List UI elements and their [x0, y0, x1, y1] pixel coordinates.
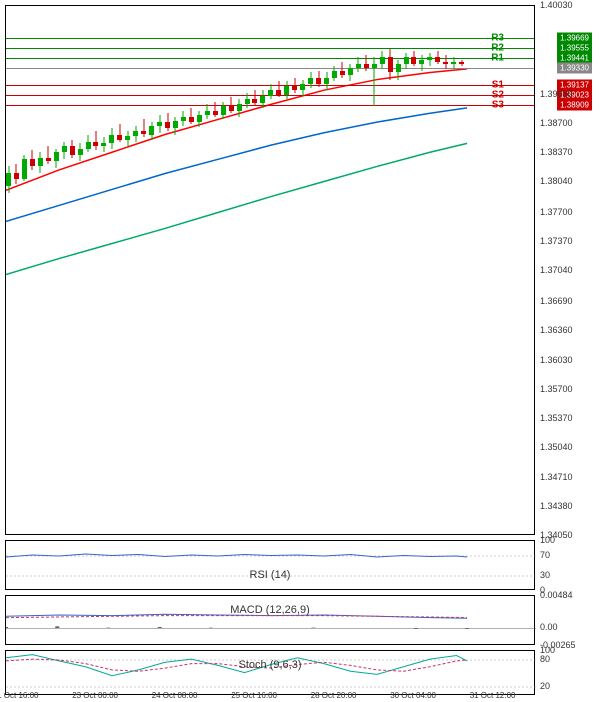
rsi-svg — [6, 541, 536, 591]
rsi-label: RSI (14) — [250, 569, 291, 581]
stoch-svg — [6, 651, 536, 696]
sr-line-pivot — [6, 68, 534, 69]
y-tick: 100 — [540, 645, 555, 655]
y-tick: 1.38700 — [540, 118, 573, 128]
y-tick: 1.37040 — [540, 265, 573, 275]
y-tick: 1.40030 — [540, 0, 573, 10]
y-tick: 1.36030 — [540, 355, 573, 365]
y-tick: 1.35040 — [540, 442, 573, 452]
macd-label: MACD (12,26,9) — [230, 604, 309, 616]
x-tick: 30 Oct 04:00 — [390, 691, 436, 700]
y-tick: 1.34380 — [540, 501, 573, 511]
stoch-label: Stoch (9,6,3) — [239, 659, 302, 671]
y-tick: 80 — [540, 654, 550, 664]
main-y-axis: 1.340501.343801.347101.350401.353701.357… — [537, 5, 597, 535]
x-tick: 25 Oct 16:00 — [231, 691, 277, 700]
y-tick: 1.38040 — [540, 176, 573, 186]
y-tick: 0.00 — [540, 622, 558, 632]
y-tick: 1.34710 — [540, 472, 573, 482]
x-tick: 21 Oct 16:00 — [0, 691, 39, 700]
sr-line-R2 — [6, 48, 534, 49]
y-tick: 1.36690 — [540, 296, 573, 306]
x-tick: 31 Oct 12:00 — [470, 691, 516, 700]
y-tick: 70 — [540, 550, 550, 560]
x-tick: 28 Oct 20:00 — [311, 691, 357, 700]
y-tick: 1.38370 — [540, 147, 573, 157]
y-tick: 20 — [540, 681, 550, 691]
main-price-chart[interactable]: R31.39669R21.39555R11.394411.39330S11.39… — [5, 5, 535, 535]
sr-line-R1 — [6, 58, 534, 59]
sr-line-S3 — [6, 105, 534, 106]
sr-text: S3 — [492, 100, 504, 111]
y-tick: 1.37700 — [540, 207, 573, 217]
stoch-chart[interactable]: Stoch (9,6,3) — [5, 650, 535, 695]
rsi-y-axis: 03070100 — [537, 540, 597, 590]
macd-chart[interactable]: MACD (12,26,9) — [5, 595, 535, 645]
y-tick: 30 — [540, 570, 550, 580]
rsi-chart[interactable]: RSI (14) — [5, 540, 535, 590]
y-tick: 1.39030 — [540, 89, 573, 99]
y-tick: 1.35700 — [540, 384, 573, 394]
sr-text: R1 — [491, 53, 504, 64]
y-tick: 1.35370 — [540, 413, 573, 423]
y-tick: 1.37370 — [540, 236, 573, 246]
macd-y-axis: -0.002650.000.00484 — [537, 595, 597, 645]
sr-line-R3 — [6, 38, 534, 39]
x-tick: 24 Oct 08:00 — [152, 691, 198, 700]
y-tick: 100 — [540, 535, 555, 545]
y-tick: 0.00484 — [540, 590, 573, 600]
x-tick: 23 Oct 00:00 — [72, 691, 118, 700]
y-tick: 1.36360 — [540, 325, 573, 335]
stoch-y-axis: 2080100 — [537, 650, 597, 695]
